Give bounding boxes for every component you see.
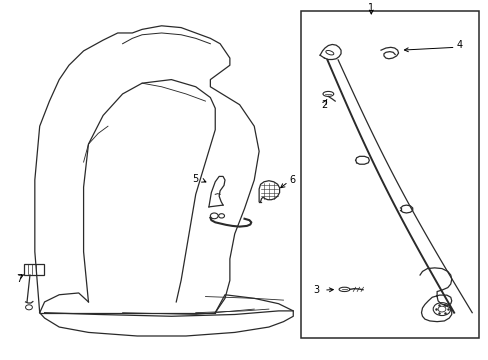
Text: 5: 5: [192, 174, 199, 184]
Bar: [24, 264, 43, 275]
Text: 4: 4: [456, 40, 462, 50]
Text: 7: 7: [16, 274, 22, 284]
Text: 6: 6: [288, 175, 295, 185]
Text: 1: 1: [367, 3, 374, 13]
Text: 2: 2: [320, 100, 326, 110]
Bar: [300, 12, 478, 338]
Text: 3: 3: [313, 285, 319, 295]
